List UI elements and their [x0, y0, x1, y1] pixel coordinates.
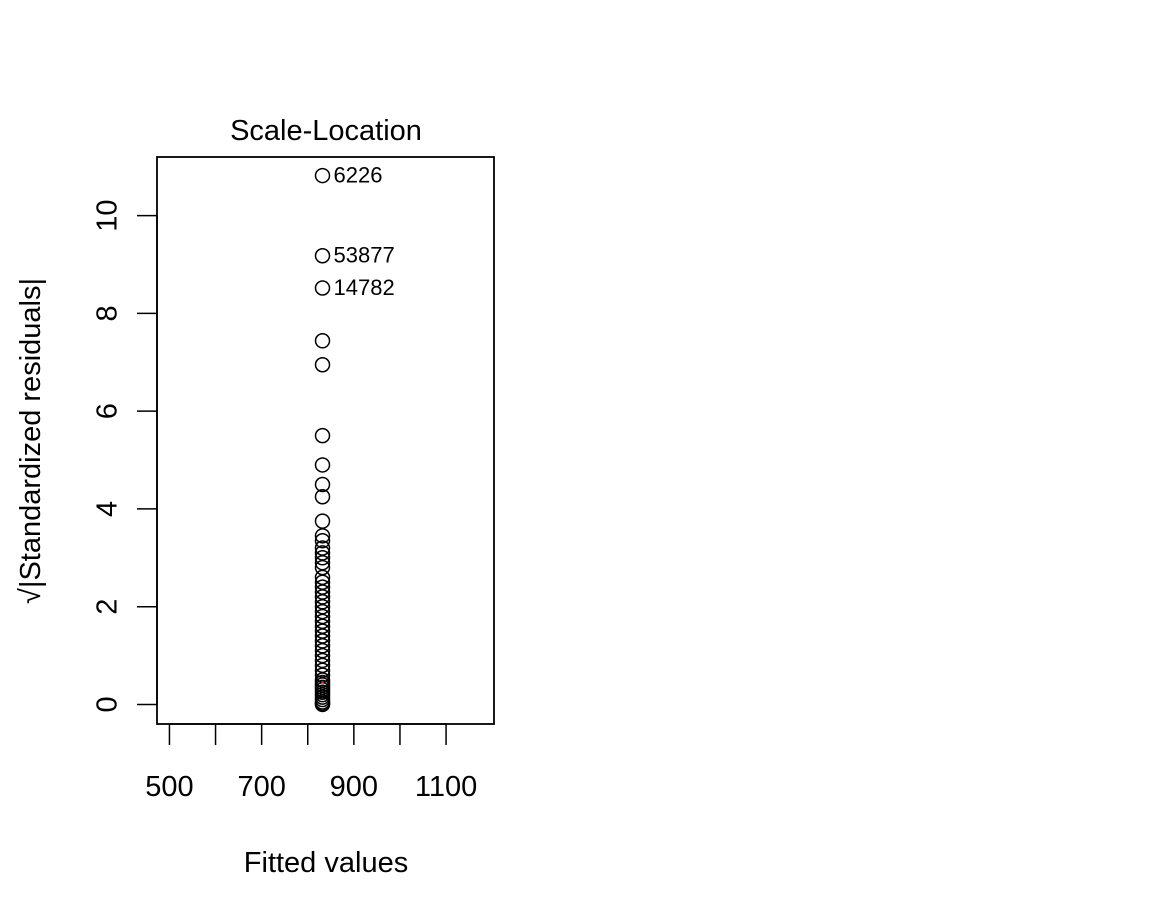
smoother-dot [321, 681, 324, 684]
point-labels: 6226 53877 14782 [334, 163, 395, 300]
scatter-point [314, 476, 331, 493]
outlier-label: 6226 [334, 163, 383, 188]
y-axis-label: √|Standardized residuals| [15, 278, 47, 604]
x-tick-label: 500 [145, 771, 193, 803]
scatter-point [314, 457, 331, 473]
scatter-point [314, 427, 331, 444]
y-tick-label: 8 [92, 305, 124, 321]
x-axis-label: Fitted values [244, 847, 408, 879]
x-tick-label: 900 [330, 771, 378, 803]
y-tick-label: 10 [92, 200, 124, 232]
scatter-point [314, 167, 331, 184]
scatter-point [314, 513, 331, 529]
scatter-point [314, 280, 331, 296]
outlier-label: 14782 [334, 275, 395, 300]
scatter-point [314, 488, 331, 505]
scatter-point [314, 550, 331, 566]
scatter-point [314, 247, 331, 264]
outlier-label: 53877 [334, 243, 395, 268]
scatter-point [314, 333, 331, 349]
data-points [314, 167, 331, 713]
scatter-point [314, 356, 331, 373]
x-tick-label: 1100 [415, 771, 477, 803]
y-tick-label: 6 [92, 403, 124, 419]
chart-title: Scale-Location [230, 115, 422, 147]
y-tick-label: 2 [92, 599, 124, 615]
y-axis: 0 2 4 6 8 10 [92, 200, 158, 713]
y-tick-label: 4 [92, 501, 124, 517]
x-axis: 500 700 900 1100 [145, 723, 477, 803]
x-tick-label: 700 [237, 771, 285, 803]
scatter-point [314, 696, 331, 713]
y-tick-label: 0 [92, 696, 124, 712]
scatter-point [314, 528, 331, 544]
scatter-point [314, 532, 331, 549]
